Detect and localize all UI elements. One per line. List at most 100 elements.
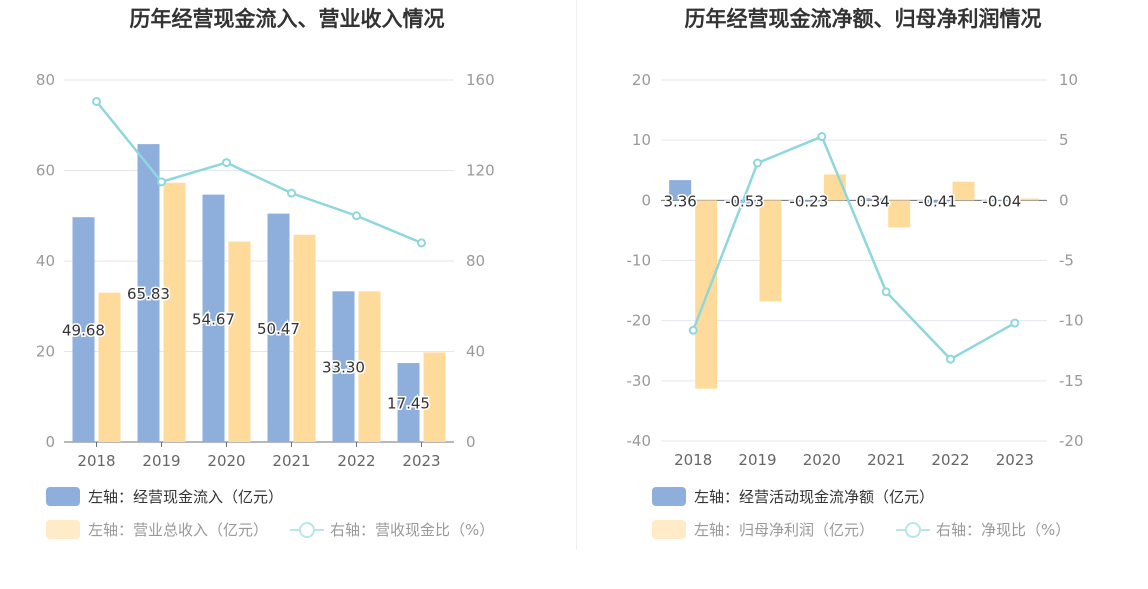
net-cashflow-profit-chart: 20 10 0 -10 -20 -30 -40 10 5 0 -5 -10 -15 -20 2018 2019… [627,71,1084,469]
bar-secondary [358,291,381,442]
bar-primary [669,180,692,201]
bar-data-label: -0.04 [982,192,1021,210]
ratio-point [817,132,827,142]
ratio-point [946,354,955,364]
legend-label: 右轴：净现比（%） [936,521,1071,539]
bar-secondary [228,241,251,442]
y-left-tick-label: -10 [627,252,652,270]
legend-label: 右轴：营收现金比（%） [330,521,495,539]
y-left-tick-label: 0 [45,433,55,451]
legend-label: 左轴：营业总收入（亿元） [88,521,269,539]
bar-data-label: 54.67 [192,310,235,328]
bar-primary [397,363,420,442]
ratio-point [92,96,101,106]
ratio-point [688,325,698,335]
legend-row-2: 左轴：归母净利润（亿元） 右轴：净现比（%） [652,519,1092,540]
bar-secondary [759,200,782,302]
cash-inflow-revenue-chart: 0 20 40 60 80 0 40 80 120 160 2018 2019 2020 2021 2022… [36,71,495,470]
y-right-tick-label: -20 [1059,432,1084,450]
legend-item-revenue[interactable]: 左轴：营业总收入（亿元） [46,519,268,540]
legend-swatch [652,487,686,506]
y-right-tick-label: 5 [1059,131,1069,149]
bar-secondary [423,352,446,442]
x-tick-label: 2021 [867,451,905,469]
bar-data-label: 17.45 [387,395,430,413]
legend-swatch [46,487,80,506]
bar-secondary [952,181,975,201]
bar-data-label: 65.83 [127,285,170,303]
legend-swatch [46,520,80,539]
legend-item-cash-ratio[interactable]: 右轴：营收现金比（%） [290,519,494,540]
y-left-tick-label: 20 [632,71,651,89]
x-tick-label: 2020 [803,451,841,469]
y-left-tick-label: 10 [632,131,651,149]
legend-label: 左轴：经营活动现金流净额（亿元） [694,488,935,506]
bar-data-label: -0.23 [789,192,828,210]
x-tick-label: 2019 [142,452,180,470]
y-right-tick-label: 120 [466,162,495,180]
y-right-tick-label: 80 [466,252,485,270]
ratio-point [753,158,762,168]
bar-data-label: 33.30 [322,359,365,377]
legend-row-1: 左轴：经营现金流入（亿元） [46,486,305,507]
y-left-tick-label: 80 [36,71,55,89]
bar-data-label: -0.53 [725,192,764,210]
y-left-tick-label: -30 [627,372,652,390]
y-right-tick-label: -5 [1059,252,1074,270]
bar-data-label: 3.36 [663,192,696,210]
y-right-tick-label: 0 [466,433,476,451]
bar-secondary [1016,198,1039,201]
chart-title: 历年经营现金流净额、归母净利润情况 [684,7,1042,31]
y-left-tick-label: -20 [627,312,652,330]
panel-divider [576,0,577,550]
bar-data-label: 0.34 [856,192,889,210]
ratio-line [691,134,1016,361]
net-cashflow-profit-panel: 历年经营现金流净额、归母净利润情况 20 10 0 -10 -20 -30 -40 10 5 0 -… [578,0,1148,589]
legend-item-net-cashflow[interactable]: 左轴：经营活动现金流净额（亿元） [652,486,934,507]
y-right-tick-label: -10 [1059,312,1084,330]
y-right-tick-label: 40 [466,343,485,361]
y-right-tick-label: 0 [1059,191,1069,209]
y-right-tick-label: 160 [466,71,495,89]
bar-primary [267,213,290,442]
legend-row-2: 左轴：营业总收入（亿元） 右轴：营收现金比（%） [46,519,516,540]
x-tick-label: 2023 [996,451,1034,469]
ratio-point [417,238,426,248]
x-tick-label: 2018 [77,452,115,470]
bar-primary [72,217,95,442]
x-tick-label: 2021 [272,452,310,470]
bar-primary [733,200,756,204]
x-tick-label: 2022 [931,451,969,469]
bar-primary [202,194,225,442]
bar-primary [332,291,355,442]
cash-inflow-revenue-panel: 历年经营现金流入、营业收入情况 0 20 40 60 80 0 40 80 120 160 2018… [36,7,516,540]
ratio-point [287,188,296,198]
chart-title: 历年经营现金流入、营业收入情况 [129,7,445,31]
bar-secondary [888,200,911,228]
x-tick-label: 2019 [738,451,776,469]
ratio-point [222,158,231,168]
bar-primary [990,200,1013,201]
bar-data-label: 50.47 [257,320,300,338]
y-left-tick-label: 60 [36,162,55,180]
y-right-tick-label: -15 [1059,372,1084,390]
legend-item-net-profit[interactable]: 左轴：归母净利润（亿元） [652,519,874,540]
ratio-line [95,100,422,245]
legend-item-net-cash-ratio[interactable]: 右轴：净现比（%） [896,519,1070,540]
bar-secondary [98,292,121,442]
ratio-point [881,287,891,297]
y-left-tick-label: 0 [641,191,651,209]
bar-secondary [163,182,186,442]
ratio-point [352,211,361,221]
legend-item-cash-inflow[interactable]: 左轴：经营现金流入（亿元） [46,486,283,507]
legend-line-marker [290,520,325,539]
legend-swatch [652,520,686,539]
y-right-tick-label: 10 [1059,71,1078,89]
y-left-tick-label: 40 [36,252,55,270]
x-tick-label: 2023 [402,452,440,470]
bar-primary [862,198,885,201]
ratio-point [1010,318,1020,328]
bar-data-label: 49.68 [62,322,105,340]
bar-secondary [293,234,316,442]
legend-label: 左轴：经营现金流入（亿元） [88,488,284,506]
